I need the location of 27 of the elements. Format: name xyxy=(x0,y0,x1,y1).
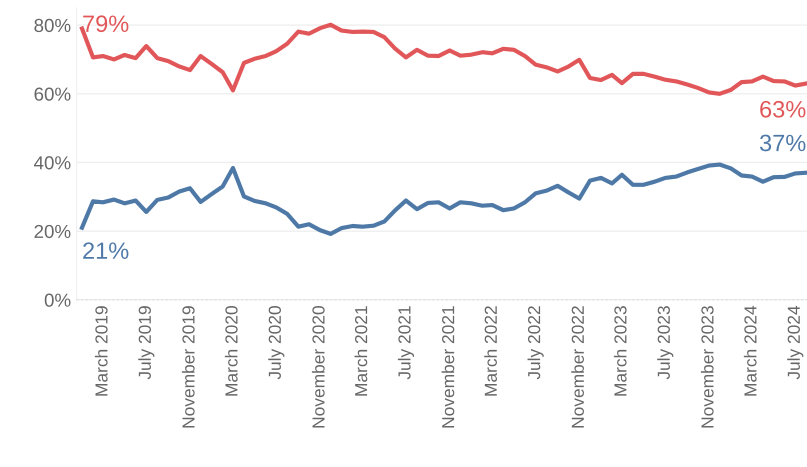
annotation: 21% xyxy=(83,242,128,259)
y-tick-label: 60% xyxy=(34,87,70,101)
line-series xyxy=(80,162,807,236)
x-tick-label: November 2023 xyxy=(700,306,714,428)
x-tick-label: March 2020 xyxy=(224,306,238,396)
x-tick-label: July 2023 xyxy=(657,306,674,380)
x-tick-label: July 2022 xyxy=(528,306,544,380)
y-tick-label: 40% xyxy=(34,156,70,170)
x-tick-label: March 2023 xyxy=(614,306,627,396)
x-tick-label: November 2022 xyxy=(571,306,584,428)
annotation: 79% xyxy=(83,15,128,32)
y-tick-label: 20% xyxy=(34,224,70,238)
x-tick-label: July 2019 xyxy=(138,306,154,380)
y-tick-label: 80% xyxy=(34,18,70,32)
annotation: 37% xyxy=(760,134,806,152)
x-tick-label: July 2021 xyxy=(398,306,414,380)
y-tick-label: 0% xyxy=(44,294,70,307)
x-tick-label: March 2022 xyxy=(484,306,497,396)
x-tick-label: November 2019 xyxy=(182,306,195,428)
x-tick-label: November 2020 xyxy=(312,306,325,428)
annotation: 63% xyxy=(760,100,806,118)
x-tick-label: March 2024 xyxy=(744,306,757,396)
x-tick-label: March 2019 xyxy=(94,306,108,396)
x-tick-label: November 2021 xyxy=(442,306,454,428)
x-tick-label: July 2020 xyxy=(268,306,284,380)
x-tick-label: July 2024 xyxy=(787,306,804,380)
x-tick-label: March 2021 xyxy=(354,306,368,396)
